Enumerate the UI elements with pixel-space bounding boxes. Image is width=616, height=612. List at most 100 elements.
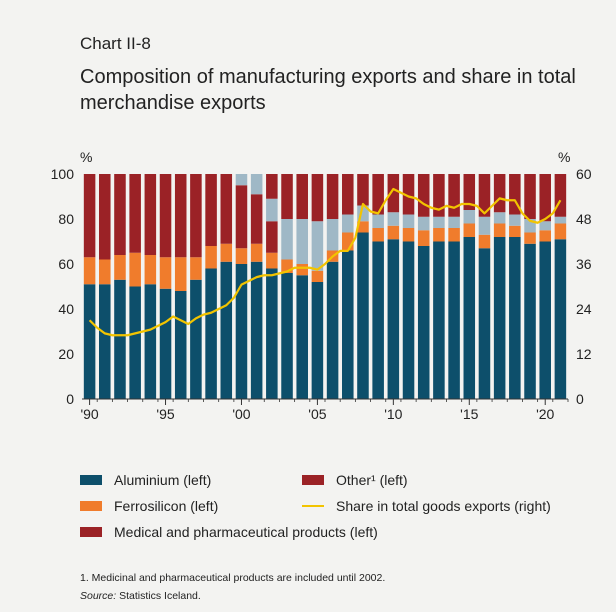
bar-segment-5 <box>493 174 506 213</box>
bar-segment-1 <box>311 282 324 399</box>
bar-segment-2 <box>83 257 96 285</box>
bar-segment-1 <box>554 239 567 399</box>
bar-segment-2 <box>281 259 293 273</box>
bar-segment-3 <box>205 174 217 246</box>
bar-segment-2 <box>509 225 521 237</box>
right-tick-label: 60 <box>576 166 592 182</box>
x-tick-label: '15 <box>460 406 478 422</box>
bar-segment-2 <box>174 257 187 291</box>
bar-segment-2 <box>554 223 567 240</box>
bar-segment-4 <box>311 221 324 271</box>
bar-segment-3 <box>144 174 157 255</box>
left-tick-label: 60 <box>58 256 74 272</box>
legend-swatch-aluminium <box>80 475 102 485</box>
bar-segment-5 <box>296 174 308 219</box>
bar-segment-1 <box>326 261 339 399</box>
bar-segment-1 <box>372 241 384 399</box>
right-tick-label: 0 <box>576 391 584 407</box>
bar-segment-4 <box>478 216 491 235</box>
bar-segment-2 <box>417 230 430 246</box>
bar-segment-2 <box>114 255 126 280</box>
bar-segment-1 <box>266 268 278 399</box>
bar-segment-4 <box>554 216 567 224</box>
bar-segment-2 <box>342 232 354 251</box>
bar-segment-2 <box>235 248 248 264</box>
legend-item-share: Share in total goods exports (right) <box>302 498 551 514</box>
legend-swatch-share <box>302 505 324 507</box>
x-tick-label: '00 <box>232 406 250 422</box>
bar-segment-2 <box>311 270 324 282</box>
bar-segment-2 <box>493 223 506 237</box>
bar-segment-1 <box>235 264 248 399</box>
x-tick-label: '20 <box>536 406 554 422</box>
bar-segment-5 <box>387 174 400 213</box>
bar-segment-1 <box>99 284 111 399</box>
bar-segment-1 <box>129 286 141 399</box>
bar-segment-5 <box>326 174 339 219</box>
right-tick-label: 24 <box>576 301 592 317</box>
bar-segment-5 <box>281 174 293 219</box>
bar-segment-2 <box>478 234 491 249</box>
legend-item-medical: Medical and pharmaceutical products (lef… <box>80 524 378 540</box>
bar-segment-5 <box>448 174 460 217</box>
x-tick-label: '10 <box>384 406 402 422</box>
bar-segment-2 <box>524 232 536 244</box>
share-line <box>88 187 562 337</box>
bar-segment-2 <box>463 223 476 237</box>
bar-segment-4 <box>372 214 384 228</box>
bar-segment-5 <box>524 174 536 219</box>
left-tick-label: 20 <box>58 346 74 362</box>
bar-segment-1 <box>250 261 263 399</box>
bar-segment-1 <box>220 261 233 399</box>
bar-segment-1 <box>144 284 157 399</box>
bar-segment-4 <box>448 216 460 228</box>
bar-segment-2 <box>539 230 551 242</box>
bar-segment-3 <box>83 174 96 258</box>
bar-segment-3 <box>250 194 263 244</box>
bar-segment-3 <box>114 174 126 255</box>
bar-segment-4 <box>509 214 521 226</box>
legend-item-other: Other¹ (left) <box>302 472 408 488</box>
source-text: Statistics Iceland. <box>119 590 201 602</box>
bar-segment-1 <box>524 243 536 399</box>
bar-segment-1 <box>478 248 491 399</box>
right-axis-unit: % <box>558 149 570 165</box>
x-tick-label: '05 <box>308 406 326 422</box>
legend-swatch-other <box>302 475 324 485</box>
left-tick-label: 40 <box>58 301 74 317</box>
bar-segment-1 <box>402 241 415 399</box>
bar-segment-4 <box>539 221 551 231</box>
bar-segment-1 <box>509 237 521 399</box>
x-tick-label: '95 <box>156 406 174 422</box>
bar-segment-4 <box>387 212 400 226</box>
bar-segment-4 <box>417 216 430 231</box>
bar-segment-2 <box>129 252 141 287</box>
bar-segment-3 <box>129 174 141 253</box>
legend-item-aluminium: Aluminium (left) <box>80 472 211 488</box>
bar-segment-2 <box>433 228 445 242</box>
bar-segment-4 <box>402 214 415 228</box>
bar-segment-4 <box>250 174 263 195</box>
bar-segment-4 <box>524 219 536 233</box>
left-tick-label: 80 <box>58 211 74 227</box>
bar-segment-1 <box>159 288 172 399</box>
bar-segment-1 <box>190 279 202 399</box>
bar-segment-2 <box>357 221 369 233</box>
bar-segment-5 <box>402 174 415 215</box>
left-axis-unit: % <box>80 149 92 165</box>
bar-segment-3 <box>159 174 172 258</box>
chart-number: Chart II-8 <box>80 34 151 53</box>
bar-segment-4 <box>266 198 278 222</box>
bar-segment-2 <box>266 252 278 269</box>
bar-segment-2 <box>159 257 172 289</box>
legend-swatch-ferrosilicon <box>80 501 102 511</box>
bar-segment-5 <box>417 174 430 217</box>
bar-segment-3 <box>190 174 202 258</box>
legend-item-ferrosilicon: Ferrosilicon (left) <box>80 498 218 514</box>
bar-segment-4 <box>463 210 476 224</box>
bar-segment-2 <box>402 228 415 242</box>
bar-segment-2 <box>296 264 308 276</box>
bar-segment-5 <box>311 174 324 222</box>
bar-segment-3 <box>235 185 248 249</box>
